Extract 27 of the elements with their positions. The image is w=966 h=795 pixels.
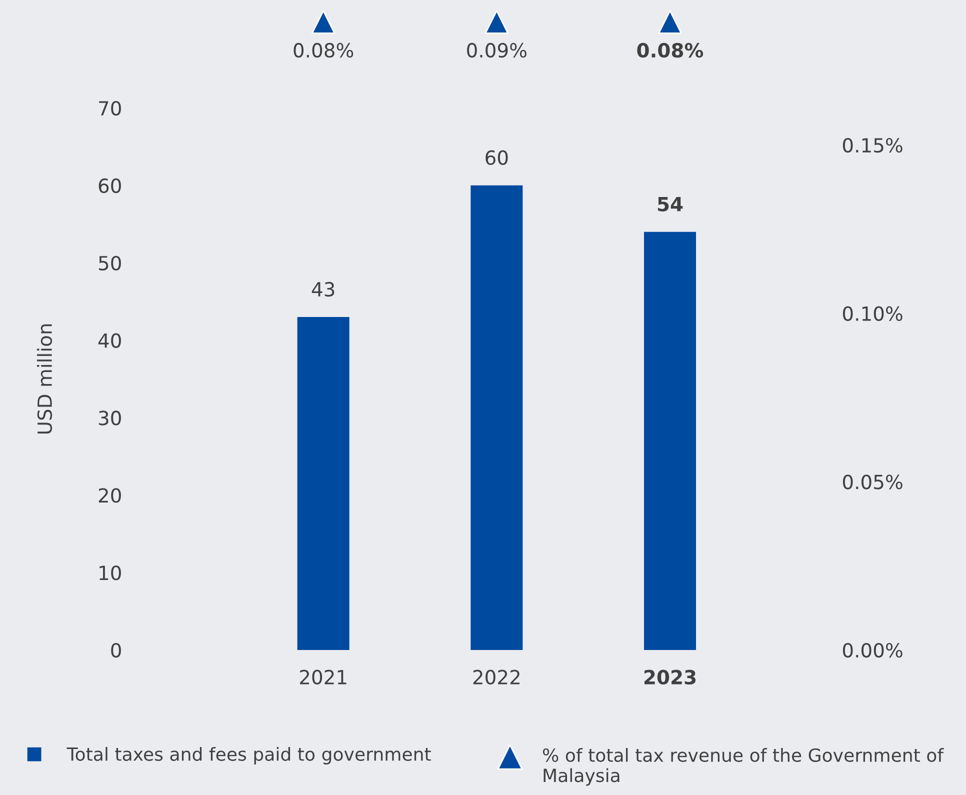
text: % of total tax revenue of the Government of Malaysia (542, 748, 944, 786)
x-tick-label: 2022 (473, 670, 520, 684)
y2-tick-label: 0.00% (842, 642, 902, 658)
legend-label: Total taxes and fees paid to government (66, 746, 431, 764)
bar (644, 232, 696, 650)
data-label: 60 (486, 150, 508, 165)
text: 0.08% (294, 42, 354, 58)
y-tick-label: 40 (98, 333, 121, 348)
data-label: 43 (312, 282, 334, 297)
y-tick-label: 50 (98, 256, 121, 271)
y2-tick-label: 0.15% (842, 138, 902, 153)
y2-tick-label: 0.05% (842, 474, 902, 490)
text: 0.08% (637, 42, 704, 58)
bar (470, 185, 523, 650)
y2-tick-label: 0.10% (842, 306, 902, 321)
x-tick-label: 2023 (644, 670, 696, 684)
y-tick-label: 30 (98, 410, 121, 426)
y-tick-label: 70 (99, 100, 121, 116)
y-tick-label: 60 (98, 178, 121, 194)
y-axis-title: USD million (36, 324, 52, 434)
text: 0.09% (467, 42, 526, 58)
x-tick-label: 2021 (300, 670, 346, 684)
y-tick-label: 10 (100, 566, 121, 580)
data-label: 54 (658, 197, 683, 212)
bar (297, 317, 350, 650)
y-tick-label: 0 (111, 642, 121, 658)
y-tick-label: 20 (98, 488, 121, 503)
